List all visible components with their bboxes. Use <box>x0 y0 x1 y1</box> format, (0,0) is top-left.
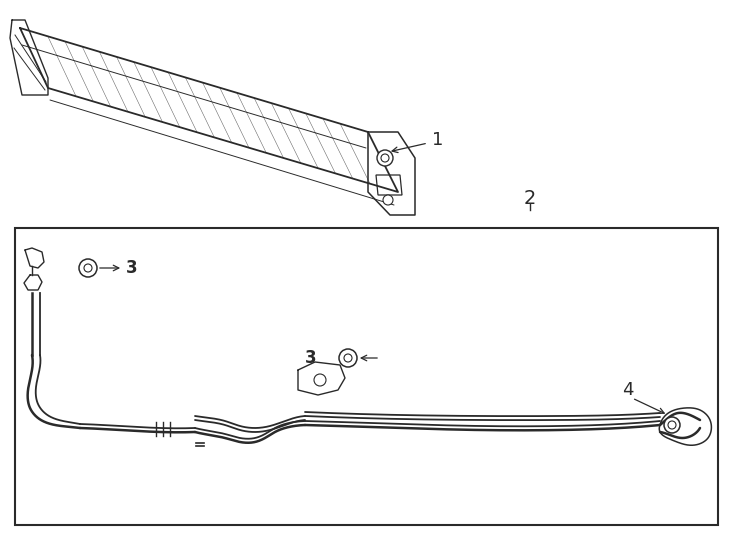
Circle shape <box>664 417 680 433</box>
Circle shape <box>377 150 393 166</box>
Circle shape <box>344 354 352 362</box>
Circle shape <box>668 421 676 429</box>
Text: 1: 1 <box>432 131 443 149</box>
Circle shape <box>79 259 97 277</box>
Circle shape <box>381 154 389 162</box>
Bar <box>15 228 718 525</box>
Circle shape <box>339 349 357 367</box>
Text: 3: 3 <box>126 259 138 277</box>
Text: 2: 2 <box>524 188 537 207</box>
Circle shape <box>383 195 393 205</box>
Text: 4: 4 <box>622 381 633 399</box>
Circle shape <box>314 374 326 386</box>
Circle shape <box>84 264 92 272</box>
Text: 3: 3 <box>305 349 316 367</box>
